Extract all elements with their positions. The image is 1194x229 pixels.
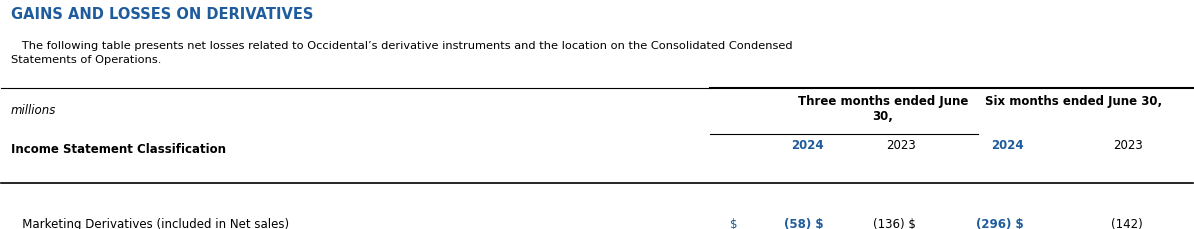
Text: GAINS AND LOSSES ON DERIVATIVES: GAINS AND LOSSES ON DERIVATIVES (11, 7, 313, 22)
Text: Six months ended June 30,: Six months ended June 30, (985, 94, 1162, 107)
Text: $: $ (730, 217, 738, 229)
Text: Marketing Derivatives (included in Net sales): Marketing Derivatives (included in Net s… (11, 217, 289, 229)
Text: 2023: 2023 (886, 138, 916, 151)
Text: 2024: 2024 (991, 138, 1023, 151)
Text: (58) $: (58) $ (783, 217, 824, 229)
Text: Income Statement Classification: Income Statement Classification (11, 142, 226, 155)
Text: 2023: 2023 (1113, 138, 1143, 151)
Text: (142): (142) (1110, 217, 1143, 229)
Text: 2024: 2024 (790, 138, 824, 151)
Text: millions: millions (11, 103, 56, 116)
Text: The following table presents net losses related to Occidental’s derivative instr: The following table presents net losses … (11, 41, 793, 64)
Text: (296) $: (296) $ (975, 217, 1023, 229)
Text: Three months ended June
30,: Three months ended June 30, (798, 94, 968, 122)
Text: (136) $: (136) $ (873, 217, 916, 229)
